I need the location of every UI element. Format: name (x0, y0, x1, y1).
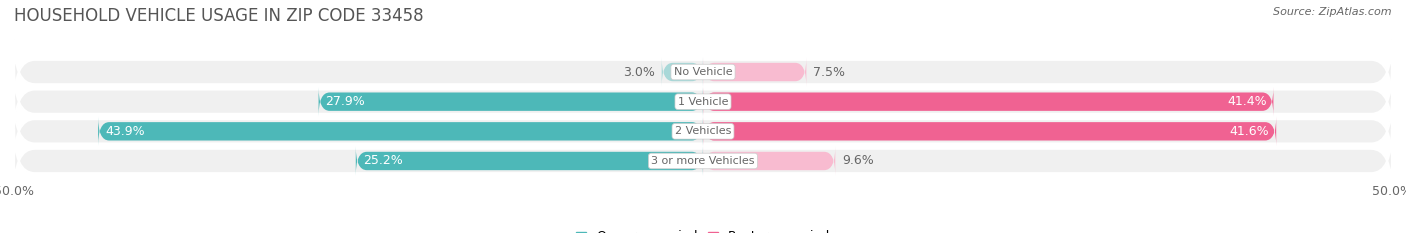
FancyBboxPatch shape (14, 40, 1392, 104)
FancyBboxPatch shape (14, 129, 1392, 193)
Text: 3.0%: 3.0% (623, 65, 655, 79)
Legend: Owner-occupied, Renter-occupied: Owner-occupied, Renter-occupied (576, 230, 830, 233)
Text: 43.9%: 43.9% (105, 125, 145, 138)
Text: 9.6%: 9.6% (842, 154, 875, 168)
Text: 27.9%: 27.9% (325, 95, 366, 108)
FancyBboxPatch shape (98, 117, 703, 146)
Text: 3 or more Vehicles: 3 or more Vehicles (651, 156, 755, 166)
FancyBboxPatch shape (703, 147, 835, 175)
Text: 41.6%: 41.6% (1230, 125, 1270, 138)
FancyBboxPatch shape (703, 58, 807, 86)
FancyBboxPatch shape (703, 117, 1277, 146)
Text: 7.5%: 7.5% (813, 65, 845, 79)
FancyBboxPatch shape (662, 58, 703, 86)
FancyBboxPatch shape (14, 69, 1392, 134)
Text: HOUSEHOLD VEHICLE USAGE IN ZIP CODE 33458: HOUSEHOLD VEHICLE USAGE IN ZIP CODE 3345… (14, 7, 423, 25)
Text: 1 Vehicle: 1 Vehicle (678, 97, 728, 107)
Text: Source: ZipAtlas.com: Source: ZipAtlas.com (1274, 7, 1392, 17)
FancyBboxPatch shape (356, 147, 703, 175)
Text: No Vehicle: No Vehicle (673, 67, 733, 77)
Text: 25.2%: 25.2% (363, 154, 402, 168)
FancyBboxPatch shape (14, 99, 1392, 164)
Text: 2 Vehicles: 2 Vehicles (675, 126, 731, 136)
FancyBboxPatch shape (319, 87, 703, 116)
FancyBboxPatch shape (703, 87, 1274, 116)
Text: 41.4%: 41.4% (1227, 95, 1267, 108)
